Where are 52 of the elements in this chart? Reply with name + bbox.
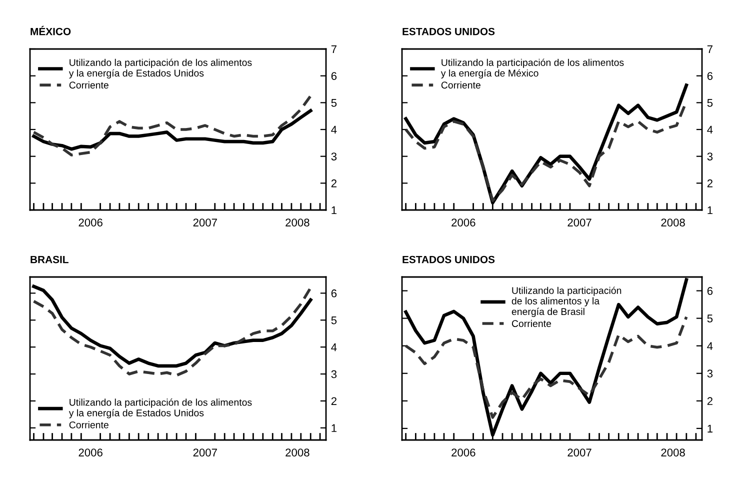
y-tick-label: 4 bbox=[707, 342, 713, 350]
y-tick-label: 1 bbox=[708, 206, 712, 214]
legend-label: Corriente bbox=[69, 421, 108, 428]
x-tick-label: 2007 bbox=[568, 448, 592, 456]
x-tick-label: 2006 bbox=[452, 218, 476, 226]
y-tick-label: 3 bbox=[707, 152, 713, 160]
y-tick-label: 4 bbox=[331, 126, 337, 134]
y-tick-label: 6 bbox=[707, 287, 713, 295]
chart-title: ESTADOS UNIDOS bbox=[402, 28, 495, 36]
x-tick-label: 2008 bbox=[661, 448, 685, 456]
chart-title: MÉXICO bbox=[30, 26, 71, 36]
x-tick-label: 2008 bbox=[286, 448, 310, 456]
legend-label: Utilizando la participación de los alimentos y la energía de Brasil bbox=[512, 286, 622, 317]
y-tick-label: 2 bbox=[331, 397, 336, 405]
line-series bbox=[404, 316, 688, 419]
y-tick-label: 1 bbox=[708, 424, 712, 432]
x-tick-label: 2008 bbox=[661, 218, 685, 226]
chart-title: ESTADOS UNIDOS bbox=[402, 256, 495, 264]
y-tick-label: 1 bbox=[332, 206, 336, 214]
y-tick-label: 2 bbox=[331, 179, 336, 188]
x-tick-label: 2007 bbox=[193, 218, 217, 226]
legend-label: Utilizando la participación de los alimentos y la energía de Estados Unidos bbox=[68, 398, 252, 418]
x-tick-label: 2008 bbox=[286, 218, 310, 226]
x-tick-label: 2006 bbox=[78, 218, 102, 226]
chart-title: BRASIL bbox=[30, 256, 68, 264]
y-tick-label: 7 bbox=[331, 45, 336, 54]
y-tick-label: 6 bbox=[331, 289, 337, 298]
legend-label: Corriente bbox=[512, 320, 552, 328]
x-tick-label: 2007 bbox=[568, 218, 592, 226]
y-tick-label: 6 bbox=[331, 72, 337, 80]
y-tick-label: 2 bbox=[707, 179, 712, 188]
y-tick-label: 5 bbox=[707, 314, 713, 322]
x-tick-label: 2006 bbox=[452, 448, 476, 456]
legend-label: Corriente bbox=[441, 81, 480, 89]
y-tick-label: 5 bbox=[707, 99, 713, 107]
y-tick-label: 2 bbox=[707, 397, 712, 405]
y-tick-label: 3 bbox=[707, 370, 713, 378]
y-tick-label: 6 bbox=[707, 72, 713, 80]
line-series bbox=[32, 94, 312, 156]
y-tick-label: 4 bbox=[707, 126, 713, 134]
x-tick-label: 2006 bbox=[78, 448, 102, 456]
y-tick-label: 3 bbox=[331, 370, 337, 378]
legend-label: Utilizando la participación de los alimentos y la energía de Estados Unidos bbox=[68, 58, 252, 79]
y-tick-label: 5 bbox=[331, 316, 337, 324]
legend-label: Corriente bbox=[69, 81, 108, 89]
y-tick-label: 5 bbox=[331, 99, 337, 107]
y-tick-label: 3 bbox=[331, 152, 337, 160]
y-tick-label: 4 bbox=[331, 343, 337, 352]
y-tick-label: 7 bbox=[707, 45, 712, 54]
y-tick-label: 1 bbox=[332, 424, 336, 432]
x-tick-label: 2007 bbox=[193, 448, 217, 456]
legend-label: Utilizando la participación de los alimentos y la energía de México bbox=[440, 58, 624, 79]
